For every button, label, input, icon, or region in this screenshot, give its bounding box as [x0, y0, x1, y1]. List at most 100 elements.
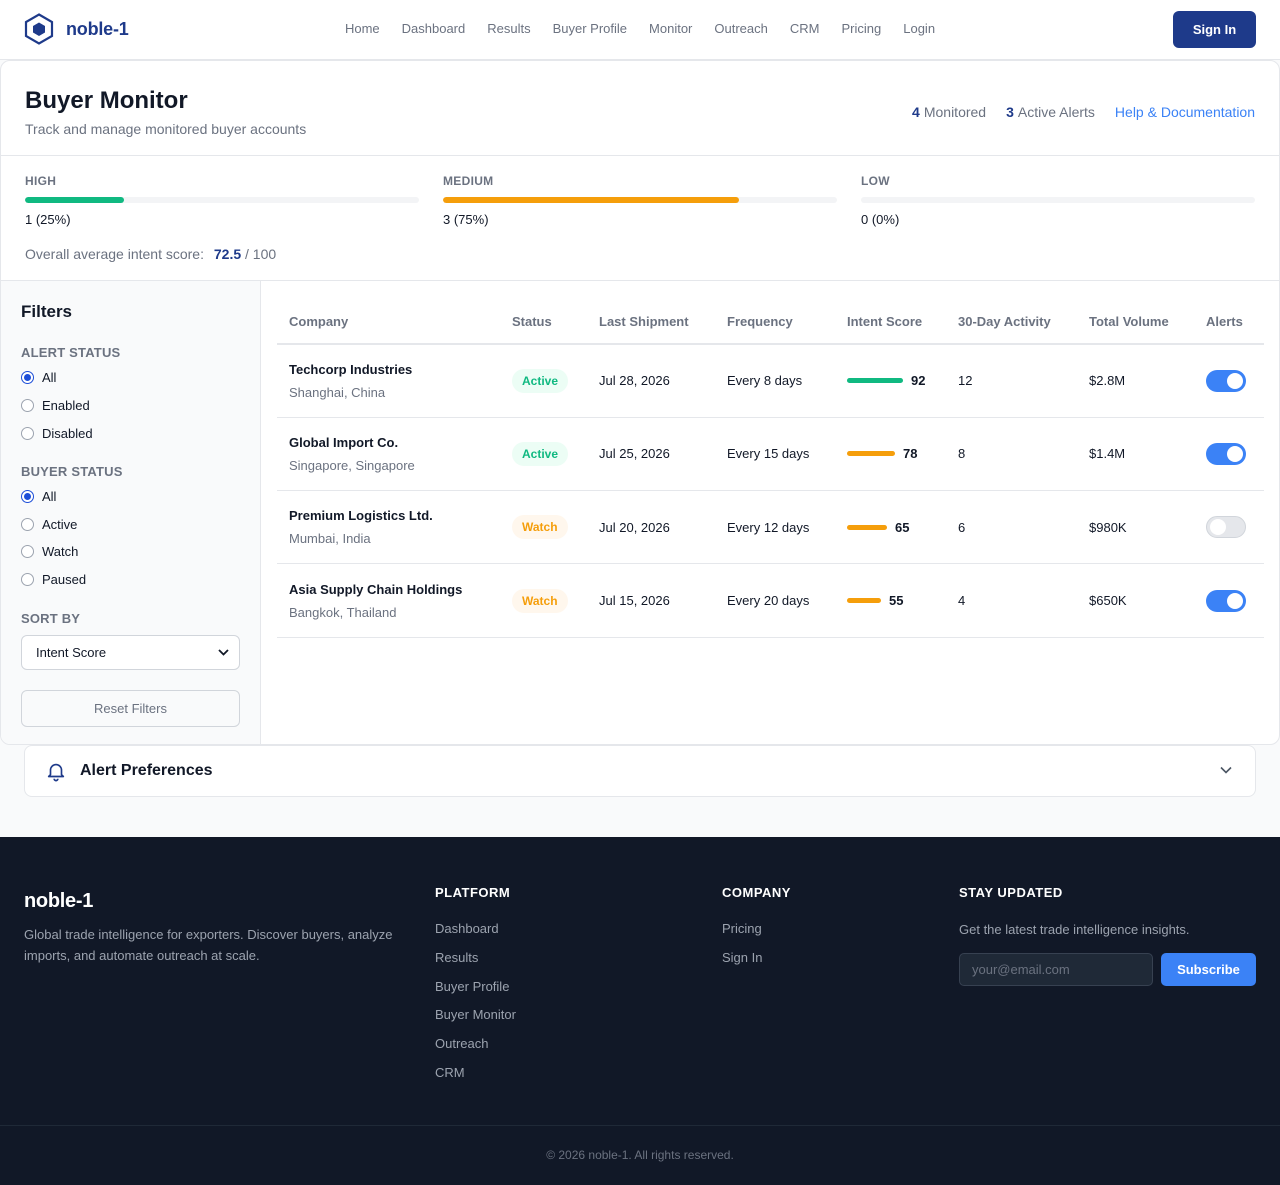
radio-button[interactable] — [21, 545, 34, 559]
company-cell: Asia Supply Chain Holdings Bangkok, Thail… — [277, 563, 500, 638]
table-row[interactable]: Asia Supply Chain Holdings Bangkok, Thail… — [277, 563, 1264, 638]
alert-status-option-all[interactable]: All — [21, 364, 240, 392]
company-name[interactable]: Global Import Co. — [289, 434, 399, 450]
monitored-buyers-table: Company Status Last Shipment Frequency I… — [277, 281, 1264, 638]
footer-link-outreach[interactable]: Outreach — [435, 1036, 489, 1052]
footer-link-buyer-monitor[interactable]: Buyer Monitor — [435, 1007, 516, 1023]
monitored-stat: 4 Monitored — [912, 104, 986, 120]
company-cell: Global Import Co. Singapore, Singapore — [277, 417, 500, 492]
brand-name: noble-1 — [66, 18, 129, 39]
intent-score-bar — [847, 598, 881, 604]
footer-link-buyer-profile[interactable]: Buyer Profile — [435, 978, 510, 994]
company-location: Shanghai, China — [289, 384, 386, 400]
alert-toggle[interactable] — [1206, 516, 1246, 539]
chevron-down-icon[interactable] — [1219, 763, 1233, 777]
alert-toggle[interactable] — [1206, 589, 1246, 612]
alert-preferences-accordion[interactable]: Alert Preferences — [24, 745, 1256, 797]
nav-link-results[interactable]: Results — [487, 21, 531, 36]
column-header-frequency[interactable]: Frequency — [715, 281, 835, 345]
alerts-cell — [1194, 417, 1264, 492]
intent-score-value: 78 — [903, 446, 918, 462]
footer-link-results[interactable]: Results — [435, 949, 479, 965]
radio-button[interactable] — [21, 371, 34, 385]
page-title: Buyer Monitor — [25, 87, 188, 114]
distribution-medium: MEDIUM 3 (75%) — [443, 174, 837, 227]
radio-label: All — [42, 370, 57, 386]
distribution-value: 1 (25%) — [25, 212, 71, 227]
page-header: Buyer Monitor Track and manage monitored… — [1, 61, 1279, 156]
status-cell: Active — [500, 344, 587, 418]
radio-label: Enabled — [42, 398, 90, 414]
nav-link-pricing[interactable]: Pricing — [841, 21, 882, 36]
distribution-fill — [25, 197, 124, 203]
reset-filters-button[interactable]: Reset Filters — [21, 689, 240, 727]
radio-button[interactable] — [21, 489, 34, 503]
column-header-30-day-activity[interactable]: 30-Day Activity — [946, 281, 1077, 345]
footer-company-links: Pricing Sign In — [722, 921, 762, 979]
radio-button[interactable] — [21, 426, 34, 440]
column-header-alerts[interactable]: Alerts — [1194, 281, 1264, 345]
brand-logo[interactable]: noble-1 — [24, 13, 129, 45]
radio-button[interactable] — [21, 573, 34, 587]
nav-link-dashboard[interactable]: Dashboard — [401, 21, 466, 36]
frequency-cell: Every 8 days — [715, 344, 835, 418]
column-header-intent-score[interactable]: Intent Score — [835, 281, 946, 345]
column-header-last-shipment[interactable]: Last Shipment — [587, 281, 715, 345]
sort-by-select[interactable]: Intent Score — [21, 634, 240, 670]
newsletter-email-input[interactable] — [959, 953, 1153, 986]
nav-link-buyer-profile[interactable]: Buyer Profile — [552, 21, 628, 36]
distribution-value: 3 (75%) — [443, 212, 489, 227]
company-cell: Techcorp Industries Shanghai, China — [277, 344, 500, 418]
company-name[interactable]: Techcorp Industries — [289, 361, 413, 377]
alert-toggle[interactable] — [1206, 442, 1246, 465]
column-header-total-volume[interactable]: Total Volume — [1077, 281, 1194, 345]
status-badge: Watch — [512, 515, 568, 540]
table-row[interactable]: Global Import Co. Singapore, Singapore Ac… — [277, 417, 1264, 492]
distribution-label: LOW — [861, 174, 890, 188]
table-row[interactable]: Techcorp Industries Shanghai, China Activ… — [277, 344, 1264, 418]
alert-toggle[interactable] — [1206, 369, 1246, 392]
company-location: Bangkok, Thailand — [289, 604, 397, 620]
footer-link-sign-in[interactable]: Sign In — [722, 949, 763, 965]
radio-label: Disabled — [42, 425, 93, 441]
alert-status-option-disabled[interactable]: Disabled — [21, 420, 240, 448]
alert-status-option-enabled[interactable]: Enabled — [21, 392, 240, 420]
buyer-status-option-active[interactable]: Active — [21, 510, 240, 538]
radio-button[interactable] — [21, 517, 34, 531]
buyer-status-option-all[interactable]: All — [21, 482, 240, 510]
distribution-value: 0 (0%) — [861, 212, 900, 227]
top-navbar: noble-1 Home Dashboard Results Buyer Pro… — [0, 0, 1280, 60]
sign-in-button[interactable]: Sign In — [1173, 11, 1256, 48]
distribution-label: MEDIUM — [443, 174, 494, 188]
last-shipment-cell: Jul 25, 2026 — [587, 417, 715, 492]
active-alerts-count: 3 — [1006, 104, 1014, 120]
status-cell: Watch — [500, 490, 587, 565]
nav-link-crm[interactable]: CRM — [789, 21, 820, 36]
column-header-company[interactable]: Company — [277, 281, 500, 345]
status-badge: Watch — [512, 588, 568, 613]
footer-link-crm[interactable]: CRM — [435, 1064, 465, 1080]
column-header-status[interactable]: Status — [500, 281, 587, 345]
intent-distribution: HIGH 1 (25%) MEDIUM 3 (75%) LOW 0 (0%) O… — [1, 156, 1279, 281]
buyer-status-option-watch[interactable]: Watch — [21, 538, 240, 566]
radio-label: Paused — [42, 572, 87, 588]
help-documentation-link[interactable]: Help & Documentation — [1114, 104, 1255, 120]
footer-link-pricing[interactable]: Pricing — [722, 921, 762, 936]
company-location: Mumbai, India — [289, 531, 371, 547]
radio-button[interactable] — [21, 399, 34, 413]
nav-link-monitor[interactable]: Monitor — [649, 21, 693, 36]
alerts-cell — [1194, 563, 1264, 638]
table-row[interactable]: Premium Logistics Ltd. Mumbai, India Watc… — [277, 490, 1264, 565]
nav-link-home[interactable]: Home — [344, 21, 380, 36]
toggle-knob — [1210, 519, 1226, 536]
company-name[interactable]: Asia Supply Chain Holdings — [289, 581, 463, 597]
intent-score-value: 55 — [889, 593, 904, 609]
company-cell: Premium Logistics Ltd. Mumbai, India — [277, 490, 500, 565]
subscribe-button[interactable]: Subscribe — [1161, 953, 1256, 986]
nav-link-login[interactable]: Login — [903, 21, 936, 36]
alerts-cell — [1194, 490, 1264, 565]
buyer-status-option-paused[interactable]: Paused — [21, 566, 240, 594]
footer-link-dashboard[interactable]: Dashboard — [435, 921, 499, 936]
nav-link-outreach[interactable]: Outreach — [714, 21, 768, 36]
company-name[interactable]: Premium Logistics Ltd. — [289, 508, 433, 524]
